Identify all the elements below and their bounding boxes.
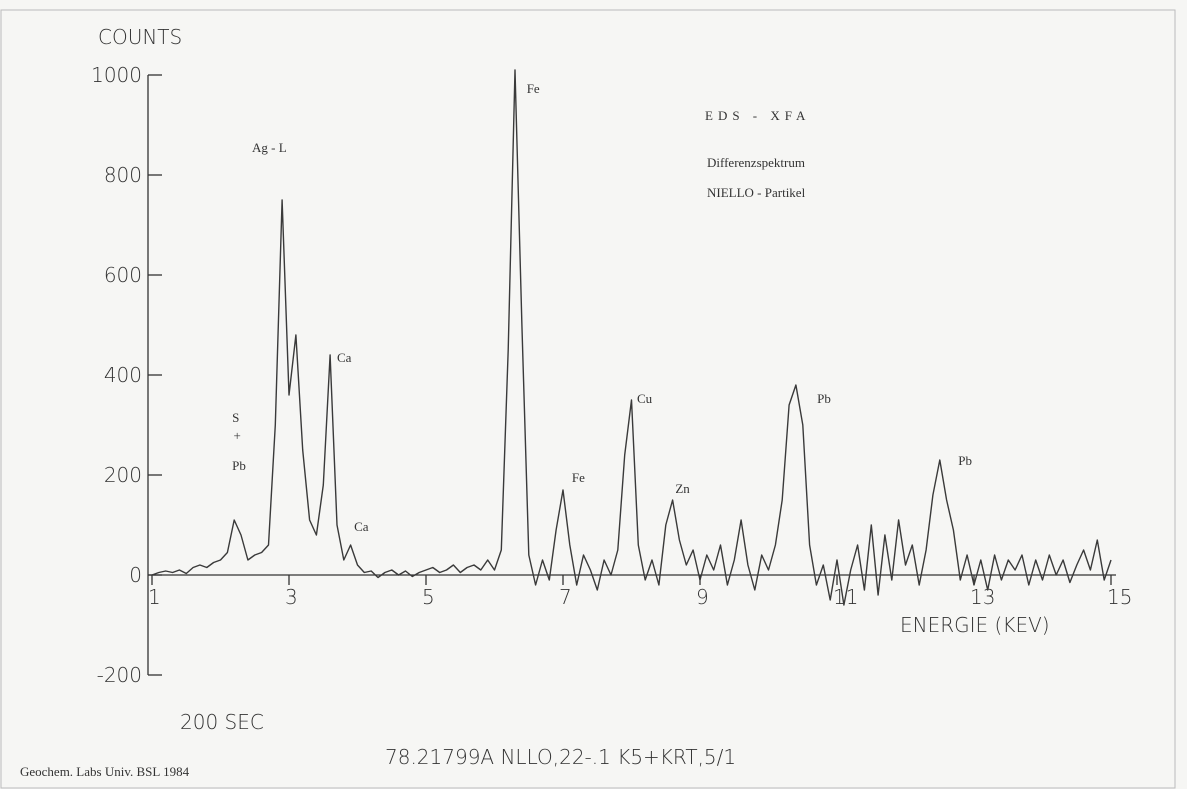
y-tick-label: 1000 <box>91 63 142 87</box>
note: 78.21799A NLLO,22-.1 K5+KRT,5/1 <box>385 745 736 769</box>
y-axis-label: COUNTS <box>98 25 182 49</box>
peak-label: Pb <box>232 458 246 473</box>
x-tick-label: 5 <box>422 585 435 609</box>
peak-label: S <box>232 410 239 425</box>
peak-label: Ag - L <box>252 140 287 155</box>
subtitle: NIELLO - Partikel <box>707 185 806 200</box>
peak-label: Zn <box>675 481 690 496</box>
y-tick-label: 800 <box>104 163 142 187</box>
peak-label: Pb <box>958 453 972 468</box>
note: Geochem. Labs Univ. BSL 1984 <box>20 764 190 779</box>
note: 200 SEC <box>180 710 264 734</box>
x-tick-label: 3 <box>285 585 298 609</box>
peak-label: Ca <box>337 350 352 365</box>
x-tick-label: 1 <box>148 585 161 609</box>
y-tick-label: 600 <box>104 263 142 287</box>
peak-label: + <box>234 428 241 443</box>
y-tick-label: 400 <box>104 363 142 387</box>
peak-label: Ca <box>354 519 369 534</box>
peak-label: Fe <box>527 81 540 96</box>
x-tick-label: 7 <box>559 585 572 609</box>
frame <box>0 9 1176 789</box>
chart-title: EDS - XFA <box>705 108 810 123</box>
subtitle: Differenzspektrum <box>707 155 805 170</box>
peak-label: Pb <box>817 391 831 406</box>
y-tick-label: 200 <box>104 463 142 487</box>
x-axis-label: ENERGIE (KEV) <box>900 613 1050 637</box>
peak-label: Fe <box>572 470 585 485</box>
x-tick-label: 9 <box>696 585 709 609</box>
x-tick-label: 15 <box>1107 585 1132 609</box>
x-tick-label: 13 <box>970 585 995 609</box>
peak-label: Cu <box>637 391 653 406</box>
y-tick-label: 0 <box>129 563 142 587</box>
spectrum-line <box>151 69 1112 606</box>
y-tick-label: -200 <box>97 663 142 687</box>
